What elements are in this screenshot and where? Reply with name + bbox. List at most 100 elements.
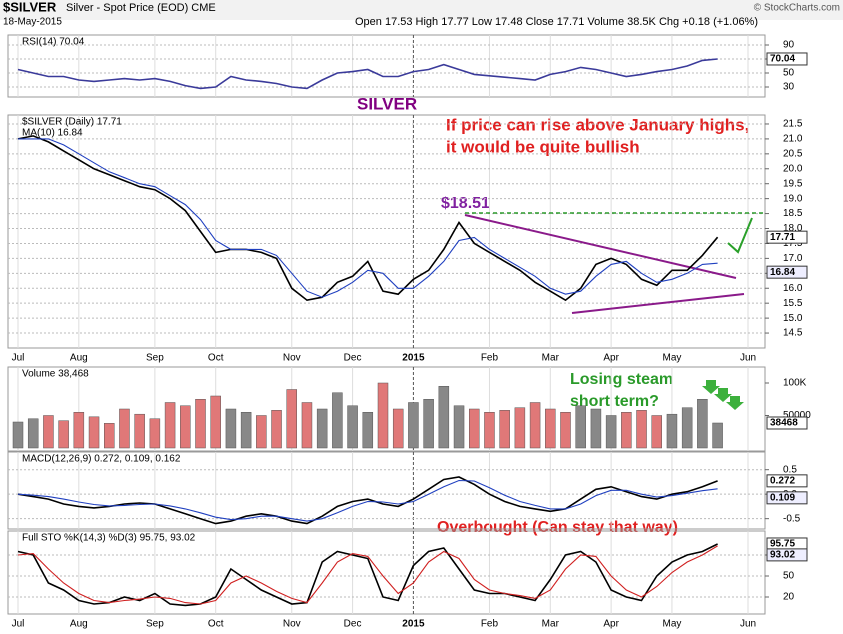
- x-tick-label: Jul: [12, 353, 25, 364]
- title: $SILVER: [3, 0, 57, 14]
- y-tick-label: -0.5: [783, 513, 801, 524]
- volume-bar: [73, 412, 85, 449]
- volume-bar: [469, 408, 480, 449]
- x-tick-label: Jun: [740, 353, 756, 364]
- volume-bar: [697, 399, 708, 449]
- volume-bar: [453, 405, 465, 449]
- x-tick-label: Sep: [146, 619, 164, 630]
- volume-bar: [590, 408, 602, 449]
- volume-bar: [119, 408, 130, 449]
- x-tick-label: Dec: [344, 619, 362, 630]
- x-tick-label: Nov: [283, 353, 301, 364]
- volume-bar: [651, 415, 662, 449]
- legend-entry: RSI(14) 70.04: [22, 37, 85, 48]
- x-tick-label: Feb: [481, 619, 499, 630]
- value-tag-label: 0.272: [770, 475, 795, 486]
- series-line: [17, 476, 718, 525]
- volume-bar: [438, 386, 450, 449]
- value-tag-label: 93.02: [770, 550, 795, 561]
- y-tick-label: 20: [783, 592, 795, 603]
- volume-bar: [666, 413, 678, 449]
- y-tick-label: 21.5: [783, 119, 803, 130]
- value-tag-label: 38468: [770, 418, 798, 429]
- volume-bar: [377, 382, 389, 449]
- volume-bar: [225, 408, 237, 449]
- volume-bar: [58, 420, 69, 449]
- y-tick-label: 21.0: [783, 134, 803, 145]
- volume-bar: [332, 392, 343, 449]
- annotation: Losing steam: [570, 371, 673, 388]
- down-arrow: [714, 388, 732, 402]
- series-line: [17, 135, 719, 302]
- y-tick-label: 50: [783, 68, 795, 79]
- x-tick-label: Mar: [542, 353, 560, 364]
- panel-frame: [7, 114, 766, 349]
- legend-entry: Full STO %K(14,3) %D(3) 95.75, 93.02: [22, 533, 196, 544]
- y-tick-label: 18.5: [783, 208, 803, 219]
- value-tag-label: 95.75: [770, 539, 795, 550]
- y-tick-label: 16.0: [783, 283, 803, 294]
- x-tick-label: Feb: [481, 353, 499, 364]
- x-tick-label: Nov: [283, 619, 301, 630]
- series-line: [17, 479, 718, 522]
- x-tick-label: Sep: [146, 353, 164, 364]
- x-tick-label: Aug: [70, 353, 88, 364]
- x-tick-label: 2015: [402, 353, 425, 364]
- value-tag: [766, 491, 808, 505]
- check-arrow: [727, 217, 753, 254]
- volume-bar: [362, 412, 374, 449]
- value-tag-label: 17.71: [770, 232, 795, 243]
- volume-bar: [88, 416, 100, 449]
- volume-bar: [286, 389, 297, 449]
- series-line: [17, 543, 718, 607]
- volume-bar: [195, 399, 206, 449]
- volume-bar: [271, 410, 282, 449]
- volume-bar: [301, 402, 313, 449]
- y-tick-label: 18.0: [783, 223, 803, 234]
- volume-bar: [484, 412, 495, 449]
- x-tick-label: Jul: [12, 619, 25, 630]
- volume-bar: [636, 410, 647, 449]
- legend-entry: MACD(12,26,9) 0.272, 0.109, 0.162: [22, 454, 181, 465]
- volume-bar: [392, 408, 404, 449]
- y-tick-label: 30: [783, 82, 795, 93]
- x-tick-label: Mar: [542, 619, 560, 630]
- x-tick-label: 2015: [402, 619, 425, 630]
- volume-bar: [499, 410, 510, 449]
- value-tag: [766, 416, 808, 430]
- quote: Open 17.53 High 17.77 Low 17.48 Close 17…: [355, 16, 758, 28]
- y-tick-label: 0.5: [783, 464, 797, 475]
- legend-entry: Volume 38,468: [22, 369, 89, 380]
- annotation: If price can rise above January highs,: [446, 115, 749, 134]
- y-tick-label: 50: [783, 571, 795, 582]
- volume-bar: [605, 415, 617, 449]
- panel-frame: [7, 451, 766, 530]
- x-tick-label: Dec: [344, 353, 362, 364]
- series-line: [17, 58, 718, 90]
- down-arrow: [702, 380, 720, 394]
- volume-bar: [545, 408, 556, 449]
- volume-bar: [240, 412, 252, 449]
- header-bar: [0, 0, 843, 20]
- x-tick-label: Jun: [740, 619, 756, 630]
- x-tick-label: Apr: [603, 619, 619, 630]
- volume-bar: [43, 415, 54, 449]
- series-line: [17, 545, 718, 605]
- x-tick-label: Oct: [208, 619, 224, 630]
- trendline: [571, 293, 745, 314]
- panel-frame: [7, 34, 766, 98]
- volume-bar: [529, 402, 541, 449]
- volume-bar: [681, 407, 693, 449]
- volume-bar: [408, 402, 419, 449]
- value-tag-label: 0.109: [770, 492, 795, 503]
- value-tag-label: 16.84: [770, 267, 795, 278]
- x-tick-label: May: [663, 353, 682, 364]
- down-arrow: [726, 396, 744, 410]
- volume-bar: [423, 399, 434, 449]
- y-tick-label: 90: [783, 40, 795, 51]
- y-tick-label: 20.5: [783, 148, 803, 159]
- volume-bar: [316, 408, 328, 449]
- annotation: it would be quite bullish: [446, 137, 640, 156]
- value-tag: [766, 52, 808, 66]
